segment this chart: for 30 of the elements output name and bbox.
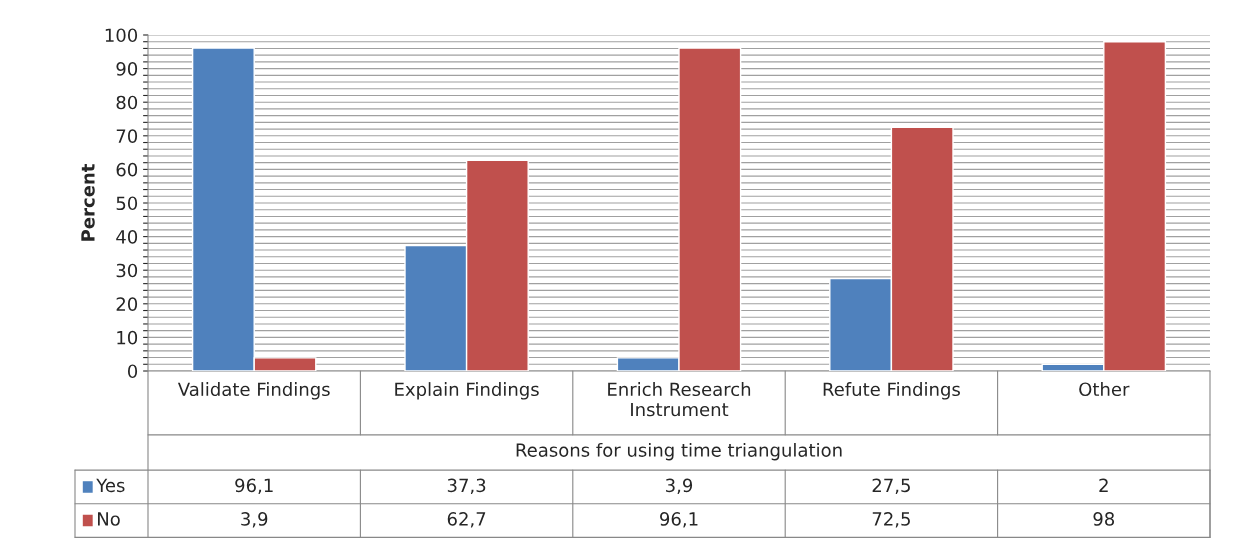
data-label: 96,1 xyxy=(660,512,698,528)
data-label: 27,5 xyxy=(872,478,910,494)
x-tick-label: Validate Findings xyxy=(177,382,330,400)
data-label: 37,3 xyxy=(447,478,486,494)
y-tick-label: 20 xyxy=(116,297,138,311)
y-tick-label: 10 xyxy=(117,330,138,345)
x-tick-label: Enrich Research Instrument xyxy=(608,382,751,417)
y-tick-label: 60 xyxy=(116,162,138,177)
data-label: 2 xyxy=(1099,478,1108,492)
data-label: 98 xyxy=(1093,512,1115,526)
data-label: 3,9 xyxy=(666,478,693,494)
x-tick-label: Refute Findings xyxy=(823,382,960,400)
y-tick-label: 100 xyxy=(105,28,138,43)
x-tick-label: Other xyxy=(1079,382,1130,397)
data-label: 96,1 xyxy=(235,478,273,494)
y-tick-label: 70 xyxy=(116,129,138,143)
y-tick-label: 90 xyxy=(116,62,138,76)
x-axis-title: Reasons for using time triangulation xyxy=(516,442,842,461)
data-label: 3,9 xyxy=(241,512,268,528)
legend-label: Yes xyxy=(96,478,125,493)
y-tick-label: 80 xyxy=(116,95,138,110)
y-tick-label: 0 xyxy=(127,364,138,379)
legend-label: No xyxy=(98,512,120,526)
data-label: 62,7 xyxy=(447,512,486,528)
data-label: 72,5 xyxy=(872,512,910,528)
y-tick-label: 50 xyxy=(116,196,138,211)
y-tick-label: 40 xyxy=(116,230,138,244)
y-tick-label: 30 xyxy=(116,263,138,278)
y-axis-title: Percent xyxy=(81,164,95,241)
x-tick-label: Explain Findings xyxy=(395,382,539,400)
